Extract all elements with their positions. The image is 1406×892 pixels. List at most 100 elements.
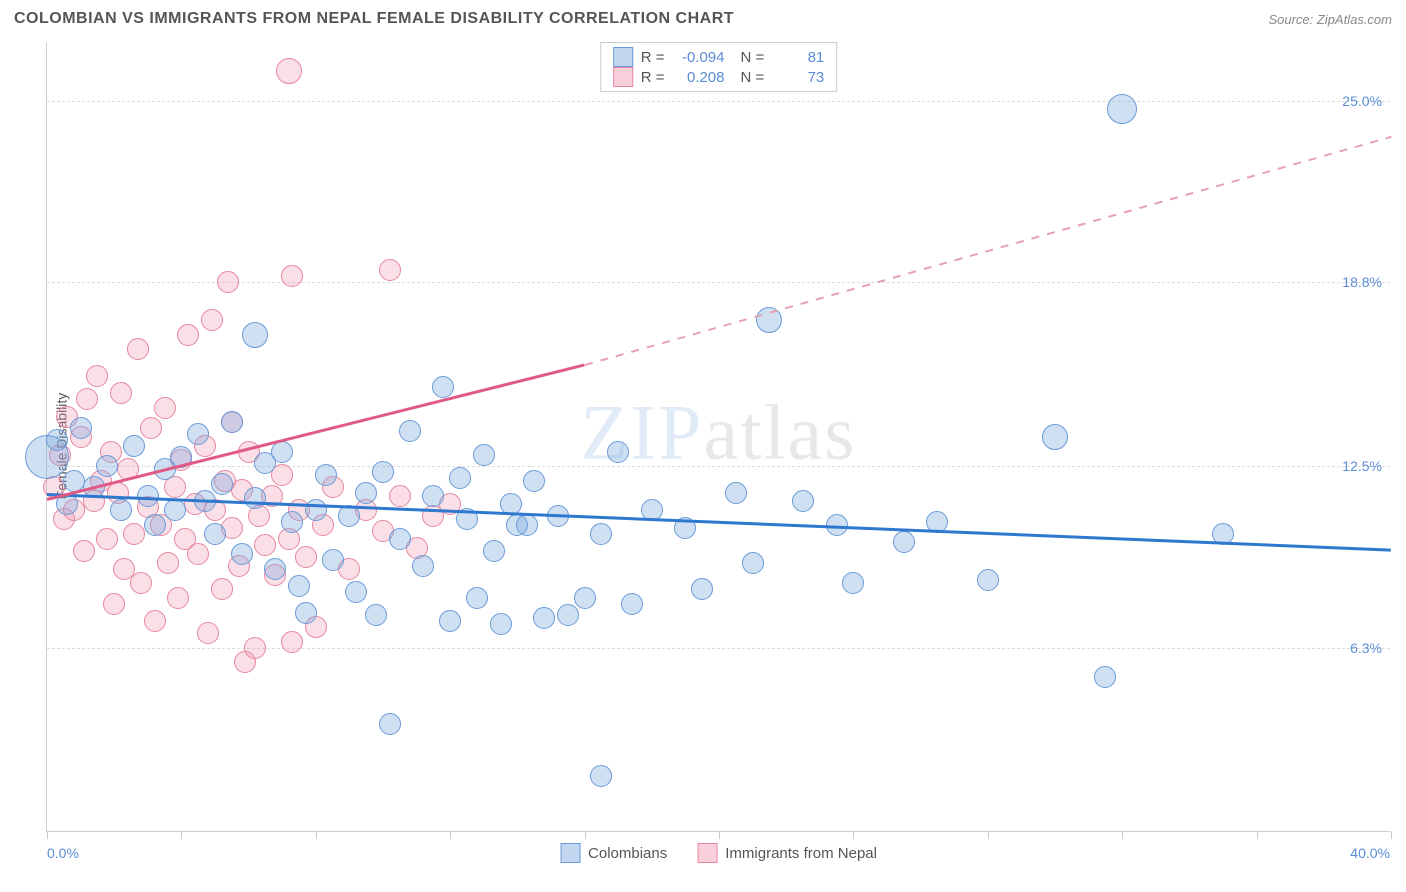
data-point <box>305 499 327 521</box>
data-point <box>281 265 303 287</box>
data-point <box>1042 424 1068 450</box>
data-point <box>211 473 233 495</box>
data-point <box>254 534 276 556</box>
legend-row: R = 0.208 N = 73 <box>613 67 825 87</box>
data-point <box>46 429 68 451</box>
x-tick <box>719 831 720 839</box>
data-point <box>379 259 401 281</box>
data-point <box>322 549 344 571</box>
data-point <box>211 578 233 600</box>
data-point <box>103 593 125 615</box>
y-tick-label: 6.3% <box>1350 640 1382 656</box>
data-point <box>144 610 166 632</box>
data-point <box>96 455 118 477</box>
data-point <box>76 388 98 410</box>
data-point <box>315 464 337 486</box>
x-tick <box>47 831 48 839</box>
data-point <box>244 487 266 509</box>
x-tick <box>450 831 451 839</box>
data-point <box>533 607 555 629</box>
x-tick <box>1257 831 1258 839</box>
data-point <box>157 552 179 574</box>
data-point <box>154 397 176 419</box>
gridline <box>47 101 1390 102</box>
data-point <box>893 531 915 553</box>
x-axis-max-label: 40.0% <box>1350 845 1390 861</box>
data-point <box>177 324 199 346</box>
data-point <box>288 575 310 597</box>
data-point <box>355 482 377 504</box>
y-tick-label: 12.5% <box>1342 458 1382 474</box>
data-point <box>590 765 612 787</box>
data-point <box>164 499 186 521</box>
data-point <box>244 637 266 659</box>
legend-series: Colombians Immigrants from Nepal <box>560 843 877 863</box>
data-point <box>389 485 411 507</box>
data-point <box>557 604 579 626</box>
data-point <box>422 485 444 507</box>
data-point <box>264 558 286 580</box>
x-tick <box>585 831 586 839</box>
data-point <box>295 546 317 568</box>
data-point <box>295 602 317 624</box>
gridline <box>47 466 1390 467</box>
chart-title: COLOMBIAN VS IMMIGRANTS FROM NEPAL FEMAL… <box>14 10 734 28</box>
legend-swatch-pink <box>613 67 633 87</box>
data-point <box>490 613 512 635</box>
data-point <box>167 587 189 609</box>
data-point <box>281 511 303 533</box>
data-point <box>473 444 495 466</box>
trend-line <box>584 136 1391 366</box>
x-tick <box>316 831 317 839</box>
legend-swatch-blue <box>613 47 633 67</box>
data-point <box>842 572 864 594</box>
x-tick <box>988 831 989 839</box>
data-point <box>217 271 239 293</box>
data-point <box>187 423 209 445</box>
data-point <box>792 490 814 512</box>
scatter-chart: ZIPatlas R = -0.094 N = 81 R = 0.208 N =… <box>46 42 1390 832</box>
data-point <box>86 365 108 387</box>
data-point <box>621 593 643 615</box>
data-point <box>399 420 421 442</box>
x-axis-min-label: 0.0% <box>47 845 79 861</box>
x-tick <box>853 831 854 839</box>
data-point <box>365 604 387 626</box>
data-point <box>449 467 471 489</box>
data-point <box>607 441 629 463</box>
watermark: ZIPatlas <box>581 387 857 477</box>
data-point <box>412 555 434 577</box>
data-point <box>574 587 596 609</box>
data-point <box>137 485 159 507</box>
data-point <box>110 382 132 404</box>
data-point <box>590 523 612 545</box>
data-point <box>123 435 145 457</box>
legend-swatch-blue <box>560 843 580 863</box>
data-point <box>70 417 92 439</box>
data-point <box>127 338 149 360</box>
data-point <box>742 552 764 574</box>
data-point <box>516 514 538 536</box>
legend-item: Immigrants from Nepal <box>697 843 877 863</box>
data-point <box>197 622 219 644</box>
legend-row: R = -0.094 N = 81 <box>613 47 825 67</box>
data-point <box>96 528 118 550</box>
data-point <box>389 528 411 550</box>
x-tick <box>1391 831 1392 839</box>
data-point <box>1094 666 1116 688</box>
chart-header: COLOMBIAN VS IMMIGRANTS FROM NEPAL FEMAL… <box>14 10 1392 28</box>
data-point <box>281 631 303 653</box>
data-point <box>201 309 223 331</box>
data-point <box>144 514 166 536</box>
x-tick <box>1122 831 1123 839</box>
legend-swatch-pink <box>697 843 717 863</box>
data-point <box>379 713 401 735</box>
chart-source: Source: ZipAtlas.com <box>1268 12 1392 27</box>
data-point <box>231 543 253 565</box>
data-point <box>271 441 293 463</box>
data-point <box>204 523 226 545</box>
gridline <box>47 282 1390 283</box>
data-point <box>73 540 95 562</box>
data-point <box>110 499 132 521</box>
data-point <box>725 482 747 504</box>
